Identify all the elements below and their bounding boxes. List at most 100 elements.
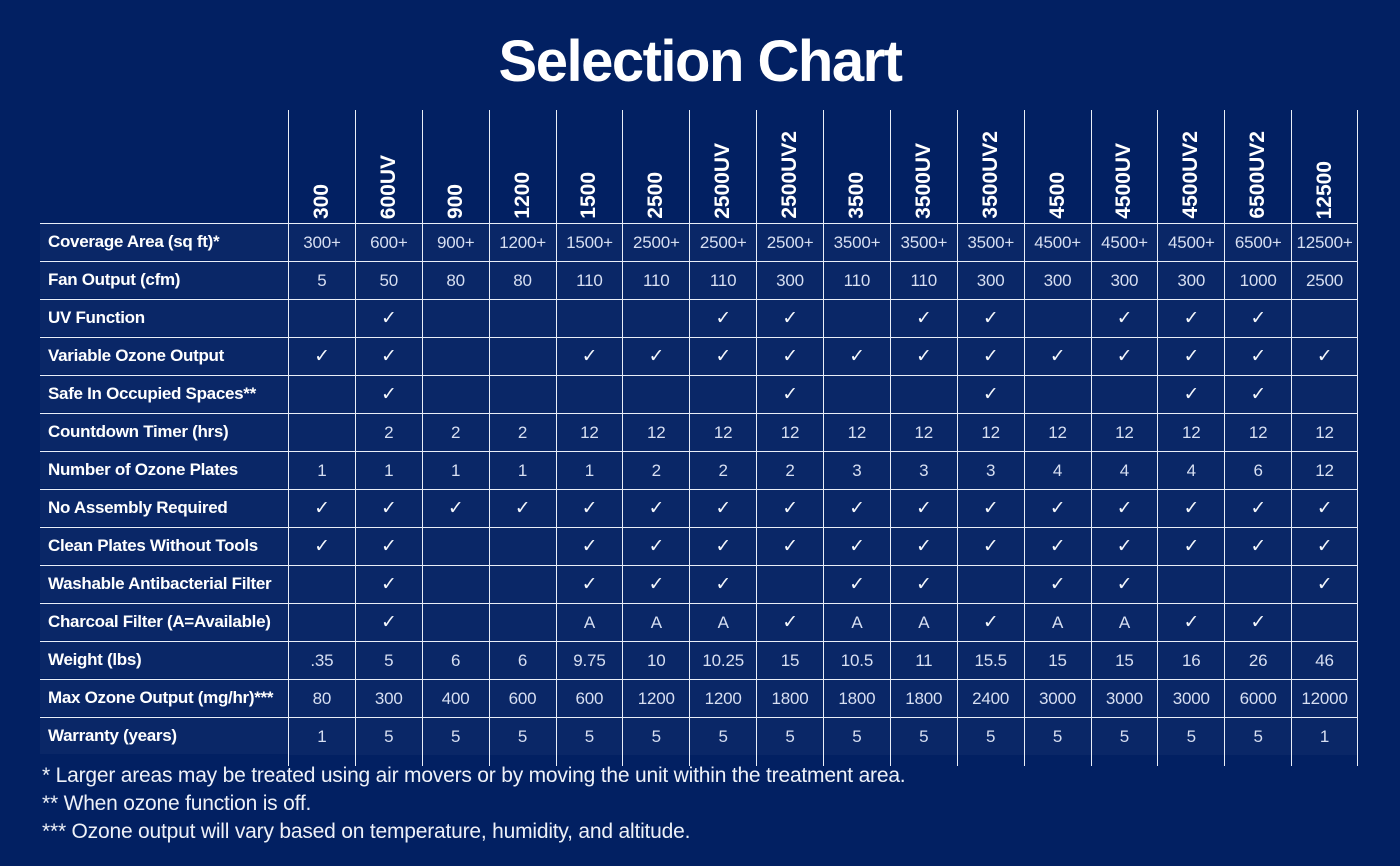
column-header-label: 900 xyxy=(443,183,467,219)
checkmark-cell: ✓ xyxy=(889,527,957,565)
value-cell: 12 xyxy=(689,413,757,451)
checkmark-cell: ✓ xyxy=(1157,603,1225,641)
column-header: 300 xyxy=(288,110,355,223)
column-header: 3500UV xyxy=(889,110,957,223)
value-cell xyxy=(288,375,355,413)
checkmark-cell: ✓ xyxy=(689,299,757,337)
checkmark-cell: ✓ xyxy=(1157,299,1225,337)
value-cell xyxy=(889,375,957,413)
value-cell xyxy=(622,375,690,413)
row-label: Coverage Area (sq ft)* xyxy=(40,223,288,260)
column-header-label: 3500 xyxy=(844,172,868,219)
checkmark-cell: ✓ xyxy=(1157,527,1225,565)
value-cell xyxy=(1291,375,1358,413)
value-cell: 80 xyxy=(288,679,355,717)
value-cell: 300 xyxy=(1157,261,1225,299)
checkmark-cell: ✓ xyxy=(823,565,890,603)
value-cell: 1 xyxy=(288,717,355,755)
checkmark-cell: ✓ xyxy=(354,527,422,565)
value-cell: 10 xyxy=(622,641,690,679)
value-cell: A xyxy=(1023,603,1091,641)
checkmark-cell: ✓ xyxy=(1023,337,1091,375)
value-cell: 11 xyxy=(889,641,957,679)
column-header: 1200 xyxy=(488,110,556,223)
value-cell xyxy=(1291,299,1358,337)
value-cell: 5 xyxy=(288,261,355,299)
value-cell: 4500+ xyxy=(1023,223,1091,261)
value-cell: 2500 xyxy=(1291,261,1358,299)
value-cell: 10.25 xyxy=(689,641,757,679)
value-cell xyxy=(288,299,355,337)
value-cell: 300 xyxy=(756,261,823,299)
column-header: 3500 xyxy=(823,110,890,223)
value-cell: 1200+ xyxy=(488,223,556,261)
value-cell xyxy=(421,337,489,375)
checkmark-cell: ✓ xyxy=(1023,527,1091,565)
value-cell xyxy=(288,413,355,451)
value-cell: 900+ xyxy=(421,223,489,261)
value-cell: 1 xyxy=(288,451,355,489)
value-cell: 6000 xyxy=(1224,679,1292,717)
checkmark-cell: ✓ xyxy=(756,375,823,413)
value-cell: 80 xyxy=(421,261,489,299)
value-cell xyxy=(1291,603,1358,641)
value-cell: 4 xyxy=(1023,451,1091,489)
column-header-label: 4500 xyxy=(1045,172,1069,219)
value-cell: 5 xyxy=(956,717,1024,755)
column-header: 4500 xyxy=(1023,110,1091,223)
row-label: Weight (lbs) xyxy=(40,641,288,678)
value-cell: A xyxy=(689,603,757,641)
value-cell: 3 xyxy=(823,451,890,489)
value-cell: 1200 xyxy=(689,679,757,717)
checkmark-cell: ✓ xyxy=(756,603,823,641)
checkmark-cell: ✓ xyxy=(1090,299,1158,337)
checkmark-cell: ✓ xyxy=(288,337,355,375)
table-bottom-spacer xyxy=(488,755,556,766)
checkmark-cell: ✓ xyxy=(1224,337,1292,375)
value-cell: 12500+ xyxy=(1291,223,1358,261)
column-header-label: 1500 xyxy=(577,172,601,219)
row-label: Clean Plates Without Tools xyxy=(40,527,288,564)
checkmark-cell: ✓ xyxy=(956,603,1024,641)
table-bottom-spacer xyxy=(354,755,422,766)
footnote-line: * Larger areas may be treated using air … xyxy=(42,764,906,787)
column-header-label: 3500UV2 xyxy=(978,131,1002,219)
value-cell: 1800 xyxy=(756,679,823,717)
value-cell: 12 xyxy=(555,413,623,451)
value-cell: 12 xyxy=(956,413,1024,451)
column-header: 3500UV2 xyxy=(956,110,1024,223)
value-cell xyxy=(1023,299,1091,337)
value-cell: 26 xyxy=(1224,641,1292,679)
column-header-label: 2500 xyxy=(644,172,668,219)
value-cell: 12 xyxy=(889,413,957,451)
checkmark-cell: ✓ xyxy=(1224,489,1292,527)
column-header-label: 300 xyxy=(309,183,333,219)
value-cell: .35 xyxy=(288,641,355,679)
checkmark-cell: ✓ xyxy=(555,527,623,565)
column-header-label: 4500UV2 xyxy=(1179,131,1203,219)
value-cell: 5 xyxy=(622,717,690,755)
value-cell: 110 xyxy=(823,261,890,299)
table-bottom-spacer xyxy=(1023,755,1091,766)
value-cell: 12 xyxy=(1291,451,1358,489)
checkmark-cell: ✓ xyxy=(354,489,422,527)
column-header: 4500UV xyxy=(1090,110,1158,223)
column-header: 2500UV2 xyxy=(756,110,823,223)
checkmark-cell: ✓ xyxy=(756,337,823,375)
value-cell xyxy=(1157,565,1225,603)
value-cell: 4 xyxy=(1090,451,1158,489)
value-cell: 4500+ xyxy=(1090,223,1158,261)
row-label: Fan Output (cfm) xyxy=(40,261,288,298)
header-spacer xyxy=(40,110,288,223)
table-bottom-spacer xyxy=(756,755,823,766)
footnote-line: ** When ozone function is off. xyxy=(42,792,312,815)
value-cell: 1000 xyxy=(1224,261,1292,299)
value-cell: 12 xyxy=(1224,413,1292,451)
checkmark-cell: ✓ xyxy=(622,489,690,527)
checkmark-cell: ✓ xyxy=(1291,565,1358,603)
checkmark-cell: ✓ xyxy=(1224,299,1292,337)
table-bottom-spacer xyxy=(421,755,489,766)
value-cell: 9.75 xyxy=(555,641,623,679)
row-label: Charcoal Filter (A=Available) xyxy=(40,603,288,640)
table-bottom-spacer xyxy=(1224,755,1291,766)
